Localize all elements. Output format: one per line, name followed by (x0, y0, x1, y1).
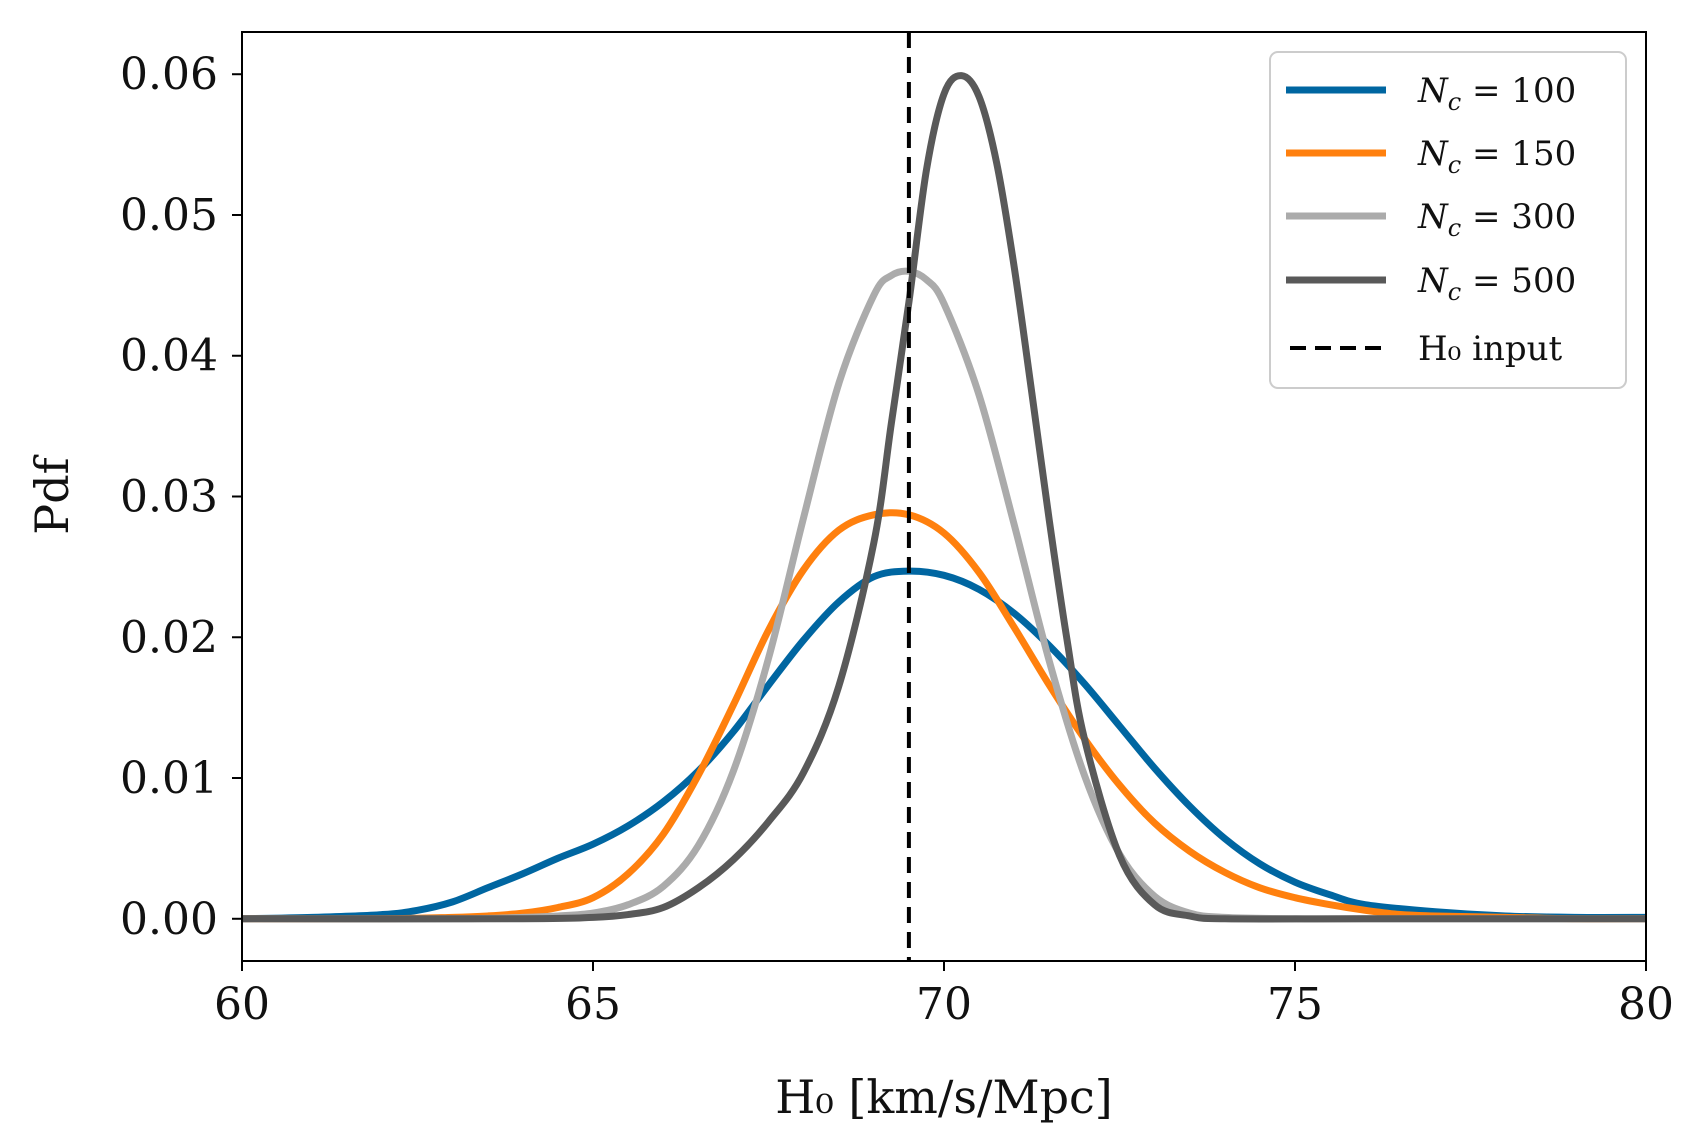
y-tick-label: 0.04 (120, 331, 218, 382)
legend-label-sub: c (1448, 151, 1461, 179)
legend-label-var: N (1417, 197, 1449, 237)
legend-label-var: N (1417, 134, 1449, 174)
legend-label-sub: c (1448, 278, 1461, 306)
series-layer (242, 72, 1646, 923)
legend-label-value: = 300 (1461, 197, 1576, 237)
x-tick-label: 60 (214, 979, 270, 1030)
y-axis: 0.00 0.01 0.02 0.03 0.04 0.05 0.06 (120, 49, 242, 945)
legend-label-sub: c (1448, 88, 1461, 116)
x-tick-label: 65 (565, 979, 621, 1030)
series-line-nc-150 (242, 509, 1646, 923)
y-axis-label: Pdf (25, 454, 79, 534)
x-tick-label: 70 (916, 979, 972, 1030)
x-tick-label: 80 (1618, 979, 1674, 1030)
legend-label-value: = 150 (1461, 134, 1576, 174)
y-tick-label: 0.00 (120, 894, 218, 945)
y-tick-label: 0.02 (120, 612, 218, 663)
series-line-nc-500 (242, 72, 1646, 923)
legend-frame (1269, 51, 1627, 389)
legend-label-value: = 100 (1461, 71, 1576, 111)
x-axis: 60 65 70 75 80 (214, 961, 1674, 1030)
y-tick-label: 0.01 (120, 753, 218, 804)
x-axis-label: H₀ [km/s/Mpc] (775, 1070, 1112, 1124)
y-tick-label: 0.03 (120, 472, 218, 523)
legend-label: Nc = 150 (1417, 134, 1576, 179)
legend-label-var: N (1417, 261, 1449, 301)
y-tick-label: 0.05 (120, 190, 218, 241)
legend-label-sub: c (1448, 214, 1461, 242)
legend-label: Nc = 500 (1417, 261, 1576, 306)
legend-label: H₀ input (1418, 329, 1563, 369)
y-tick-label: 0.06 (120, 49, 218, 100)
legend-label-var: N (1417, 71, 1449, 111)
legend-label-value: = 500 (1461, 261, 1576, 301)
legend-label: Nc = 100 (1417, 71, 1576, 116)
x-tick-label: 75 (1267, 979, 1323, 1030)
legend-label: Nc = 300 (1417, 197, 1576, 242)
